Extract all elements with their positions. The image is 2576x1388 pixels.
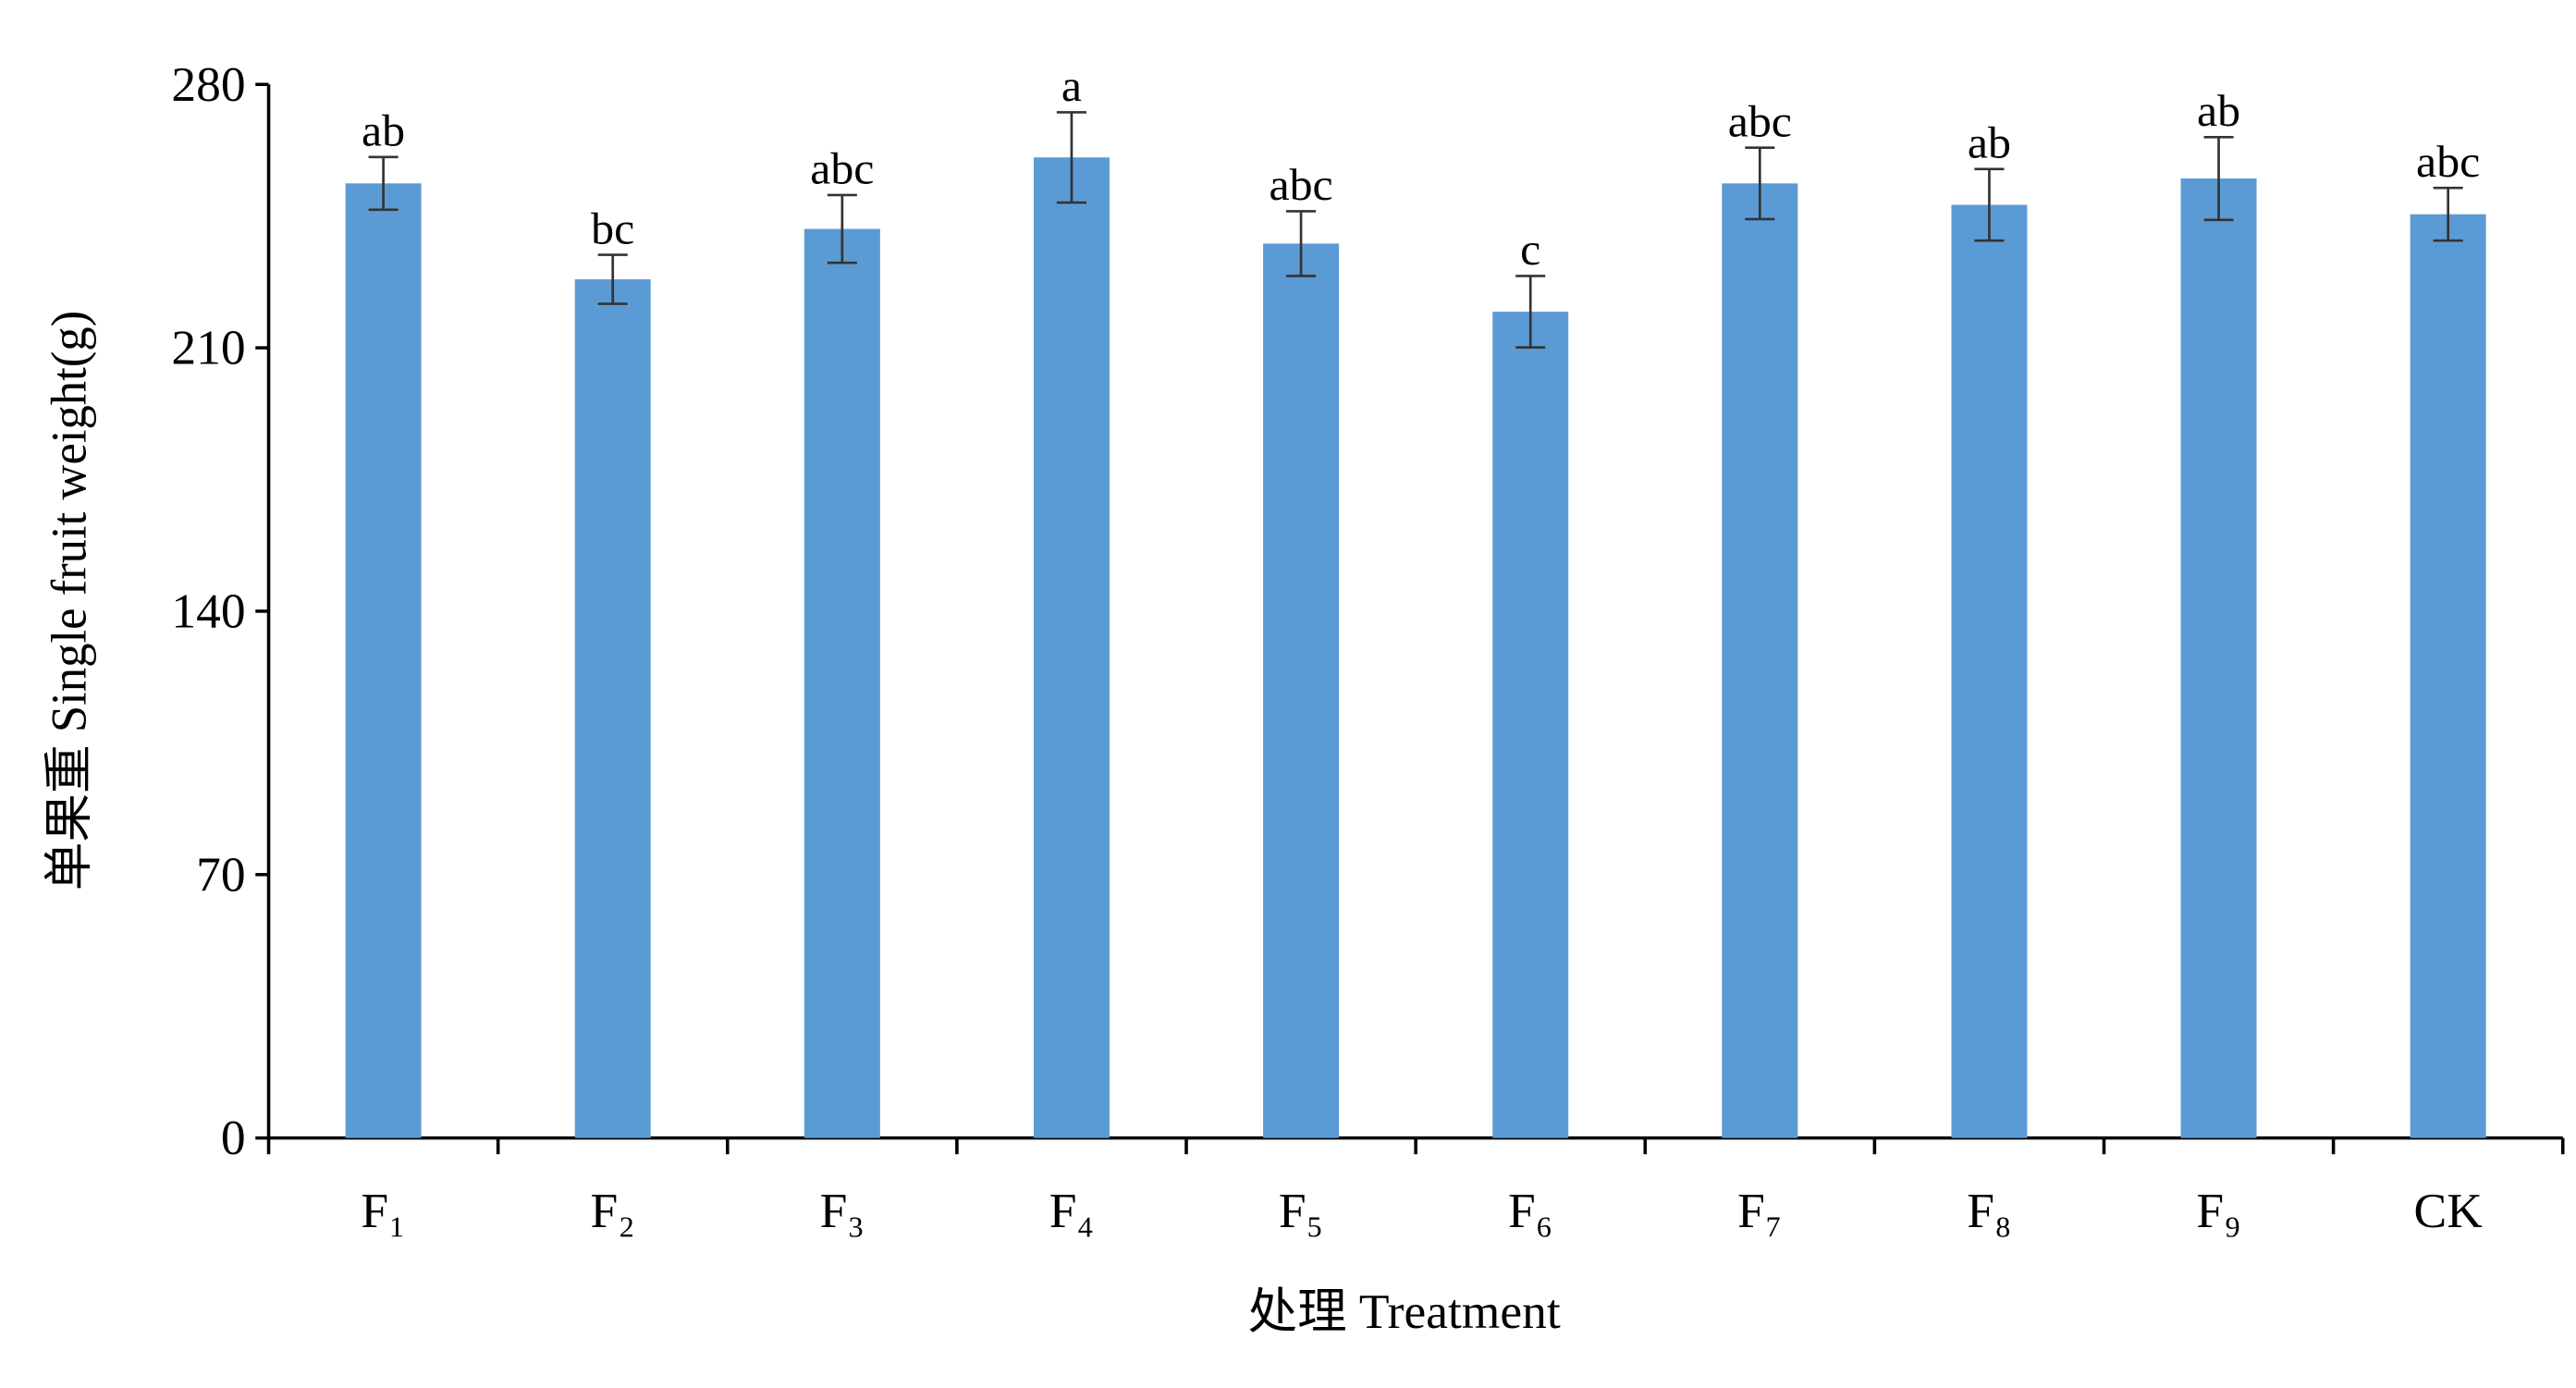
significance-label: ab [362,105,405,156]
error-bar [1515,275,1546,350]
bar [2180,178,2257,1138]
x-tick-label: F₃ [820,1185,865,1239]
error-bar [1974,167,2005,242]
significance-label: ab [1968,117,2011,168]
bar [1951,204,2028,1138]
significance-label: bc [591,203,634,254]
significance-label: abc [810,143,874,194]
error-bar [1745,146,1775,221]
x-tick-label: F₂ [591,1185,635,1239]
bar [1492,312,1569,1138]
error-bar [368,155,399,212]
significance-label: a [1061,60,1082,111]
y-axis-label: 单果重 Single fruit weight(g) [43,311,96,891]
x-tick-label: CK [2414,1185,2483,1239]
x-tick-label: F₈ [1967,1185,2011,1239]
x-tick-label: F₆ [1508,1185,1552,1239]
error-bar [2203,135,2234,222]
bar [574,279,651,1138]
y-tick-label: 210 [171,322,245,375]
significance-label: ab [2197,85,2240,136]
y-tick-label: 280 [171,58,245,112]
error-bar [1056,111,1087,204]
error-bar [2433,186,2463,242]
bar [803,228,880,1138]
bar [1033,157,1110,1138]
bar [345,183,422,1138]
y-tick-label: 140 [171,585,245,639]
x-tick-label: F₄ [1049,1185,1094,1239]
x-tick-label: F₇ [1737,1185,1782,1239]
x-tick-label: F₅ [1279,1185,1323,1239]
significance-label: c [1520,224,1540,275]
error-bar [597,253,628,305]
y-tick-label: 70 [196,849,245,903]
bar [1722,183,1798,1138]
significance-label: abc [1728,96,1792,147]
error-bar [827,193,857,264]
x-tick-label: F₉ [2196,1185,2240,1239]
significance-label: abc [1269,159,1332,210]
y-tick-label: 0 [221,1112,246,1166]
error-bar [1286,210,1317,277]
significance-label: abc [2416,136,2480,187]
bar [2410,214,2486,1138]
bar [1263,243,1340,1138]
x-axis-label: 处理 Treatment [1248,1285,1561,1339]
x-tick-label: F₁ [361,1185,405,1239]
